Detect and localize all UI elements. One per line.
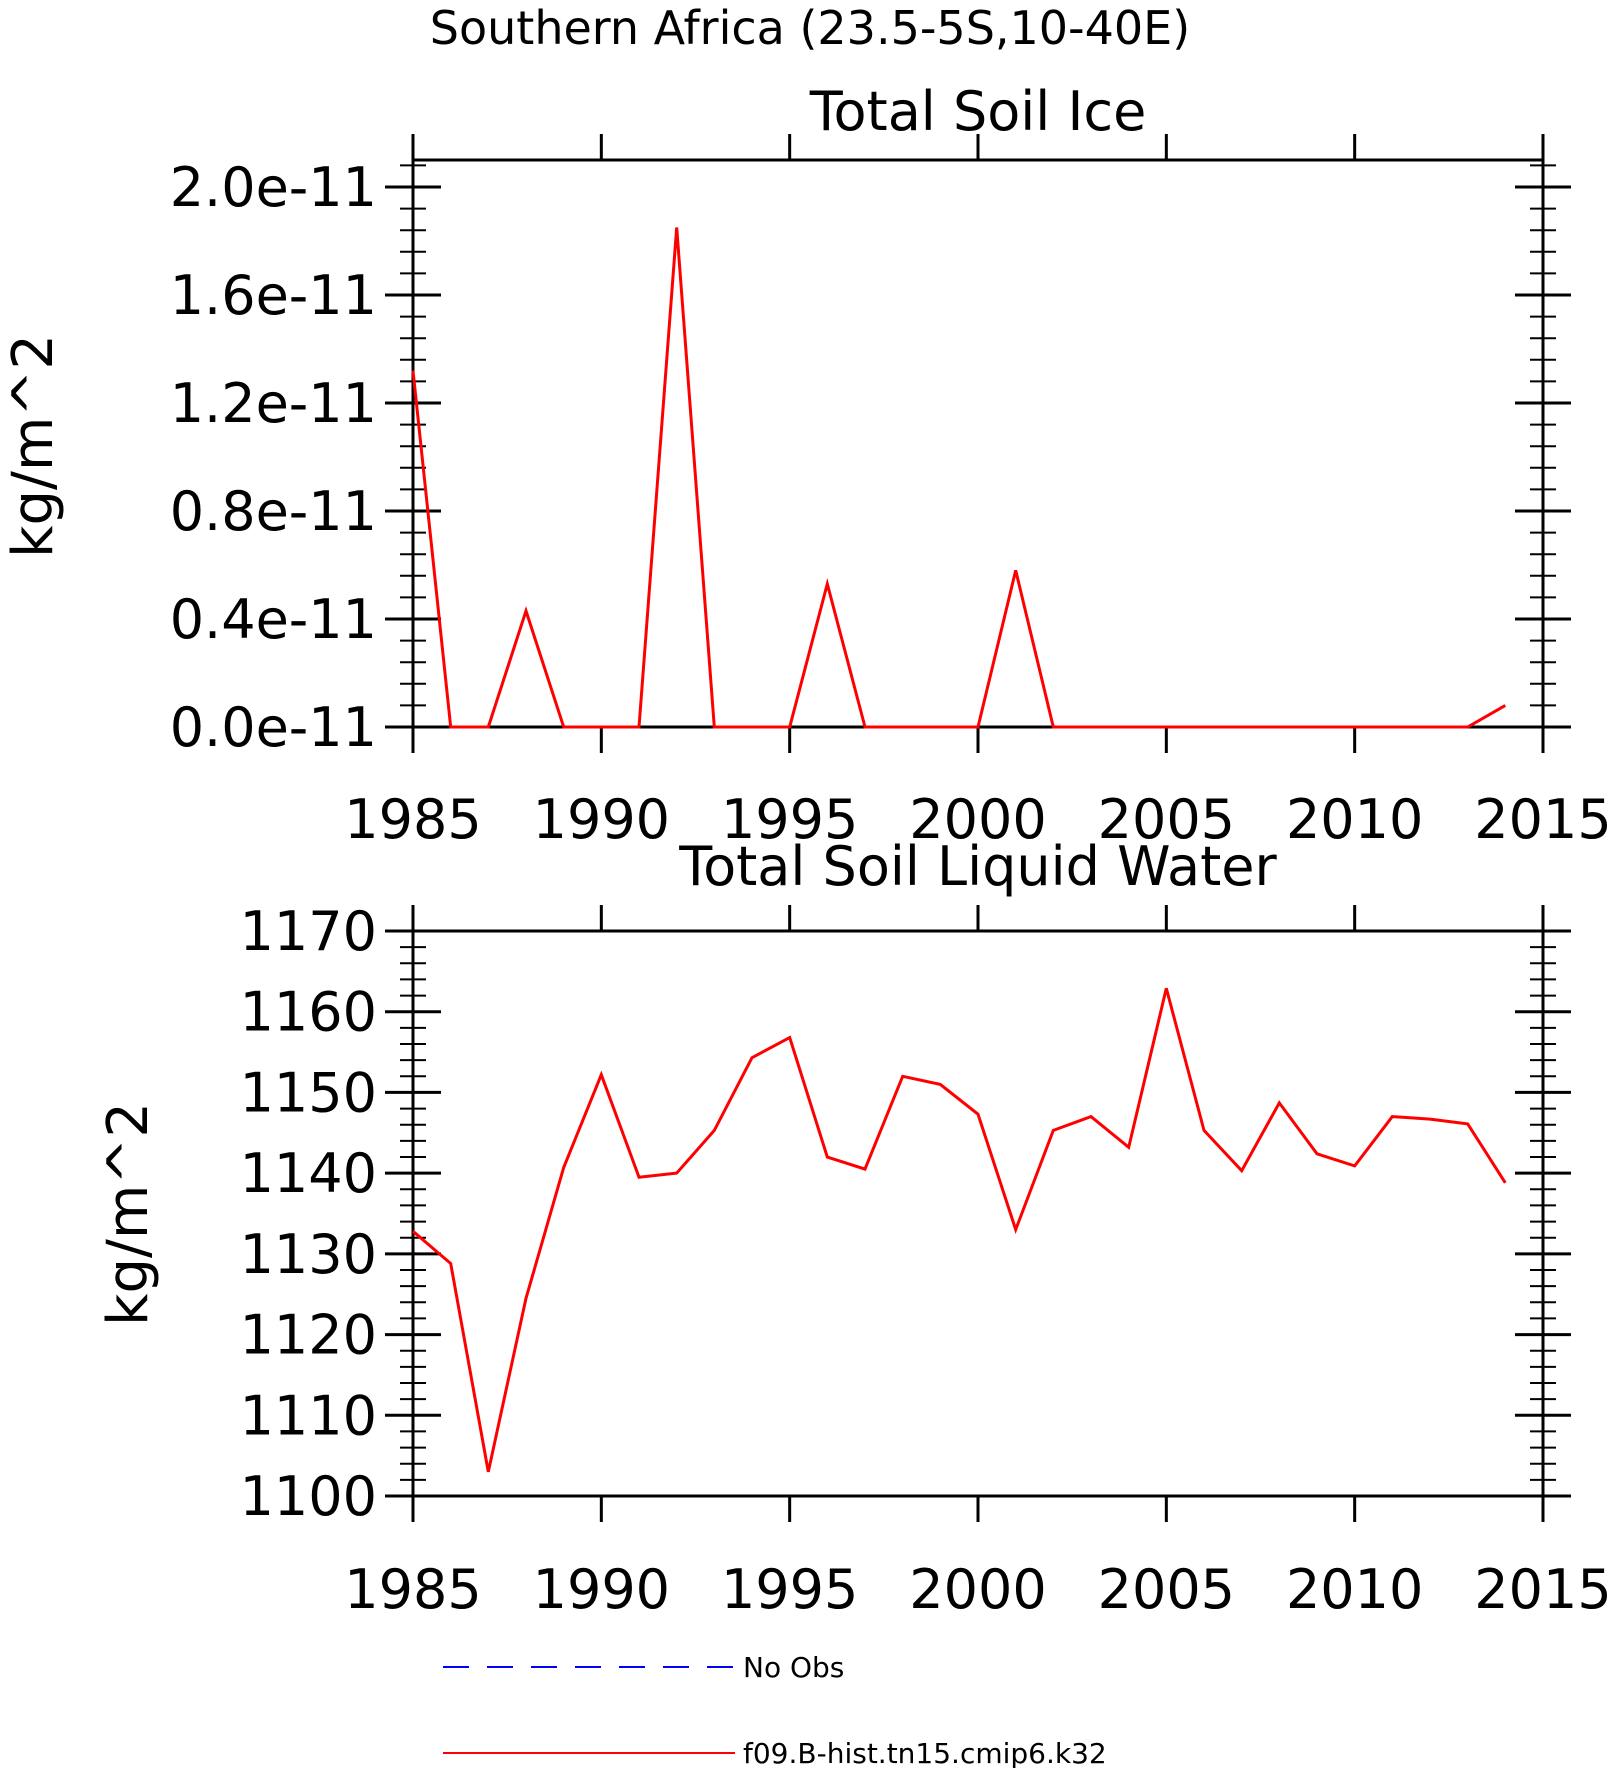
- y-tick-label: 2.0e-11: [170, 156, 377, 219]
- x-tick-label: 1995: [721, 788, 858, 851]
- x-tick-label: 1990: [533, 1558, 670, 1621]
- x-tick-label: 2000: [909, 788, 1046, 851]
- soil-ice-panel: Total Soil Ice 1985 1990 1995 2000 2005 2010 20…: [1, 80, 1612, 851]
- y-tick-label: 1170: [240, 900, 377, 963]
- series-line: [411, 227, 1507, 729]
- y-tick-label: 1.6e-11: [170, 264, 377, 327]
- plot-frame: [411, 158, 1545, 729]
- page-title: Southern Africa (23.5-5S,10-40E): [430, 1, 1190, 55]
- series-line: [412, 987, 1507, 1473]
- legend-no-obs-label: No Obs: [743, 1651, 844, 1684]
- y-tick-label: 1150: [240, 1061, 377, 1124]
- chart-title: Total Soil Ice: [809, 80, 1147, 143]
- y-tick-label: 1110: [240, 1384, 377, 1447]
- legend: No Obs f09.B-hist.tn15.cmip6.k32: [443, 1651, 1107, 1768]
- x-tick-label: 2015: [1474, 788, 1611, 851]
- x-tick-label: 1990: [533, 788, 670, 851]
- y-tick-label: 0.4e-11: [170, 588, 377, 651]
- y-tick-label: 1140: [240, 1142, 377, 1205]
- legend-model-label: f09.B-hist.tn15.cmip6.k32: [743, 1737, 1107, 1768]
- y-tick-label: 1100: [240, 1465, 377, 1528]
- x-tick-label: 1995: [721, 1558, 858, 1621]
- x-tick-label: 2000: [909, 1558, 1046, 1621]
- x-tick-label: 2010: [1286, 1558, 1423, 1621]
- x-tick-label: 1985: [344, 788, 481, 851]
- y-tick-label: 1160: [240, 981, 377, 1044]
- chart-title: Total Soil Liquid Water: [678, 835, 1277, 898]
- x-tick-label: 1985: [344, 1558, 481, 1621]
- x-tick-label: 2005: [1098, 788, 1235, 851]
- y-tick-label: 1130: [240, 1223, 377, 1286]
- y-axis-label: kg/m^2: [96, 1102, 161, 1326]
- plot-frame: [411, 929, 1545, 1498]
- x-tick-label: 2005: [1098, 1558, 1235, 1621]
- y-tick-label: 1120: [240, 1304, 377, 1367]
- soil-liquid-water-panel: Total Soil Liquid Water 1985 1990 1995 2000 2…: [96, 835, 1612, 1621]
- x-tick-label: 2015: [1474, 1558, 1611, 1621]
- x-tick-label: 2010: [1286, 788, 1423, 851]
- y-tick-label: 1.2e-11: [170, 372, 377, 435]
- y-axis-label: kg/m^2: [1, 334, 66, 558]
- y-tick-label: 0.8e-11: [170, 480, 377, 543]
- y-tick-label: 0.0e-11: [170, 696, 377, 759]
